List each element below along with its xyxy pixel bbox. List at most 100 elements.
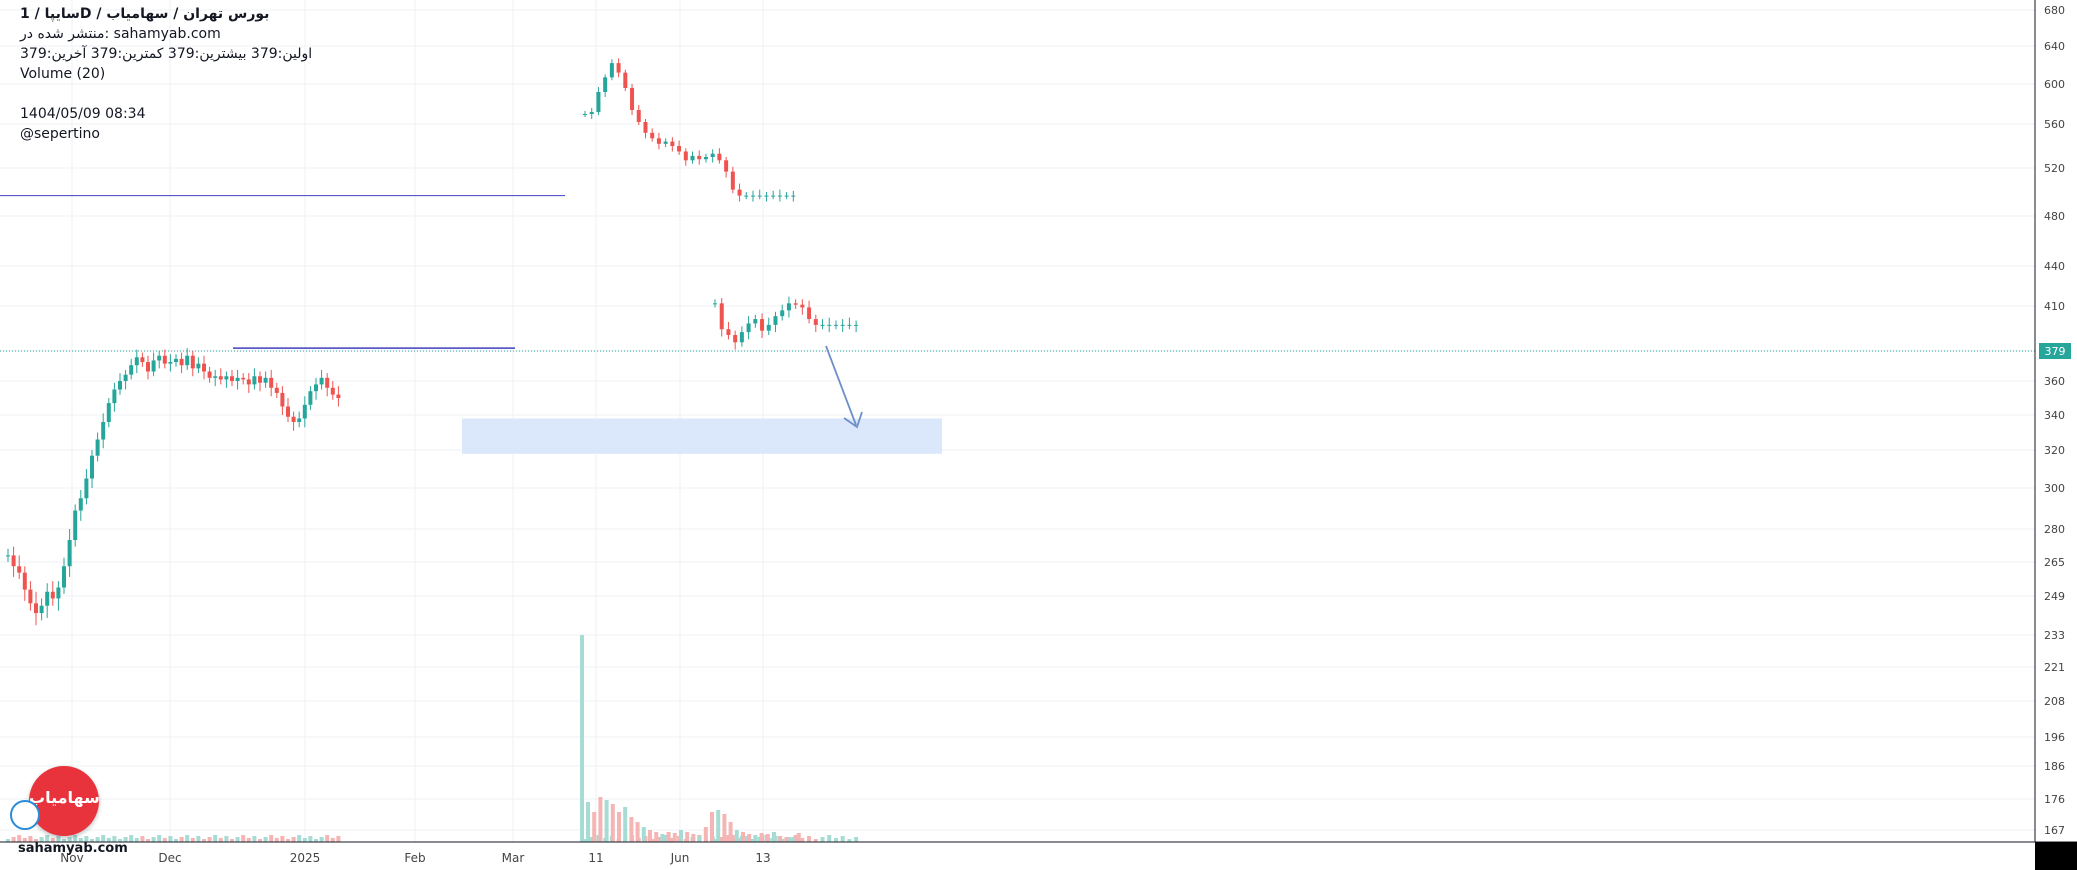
volume-bar <box>28 836 33 842</box>
candle-body <box>766 324 771 331</box>
volume-bar <box>101 835 106 842</box>
volume-bar <box>685 832 690 842</box>
candle-body <box>202 363 206 372</box>
candle-body <box>84 478 89 499</box>
candle-body <box>50 591 55 599</box>
volume-bar <box>697 836 702 842</box>
candle-body <box>589 112 594 114</box>
timestamp: 1404/05/09 08:34 <box>20 106 146 122</box>
volume-bar <box>623 807 628 842</box>
candle-body <box>813 319 818 325</box>
candle-body <box>733 335 738 343</box>
x-tick-label: Dec <box>158 851 181 865</box>
x-tick-label: Jun <box>670 851 690 865</box>
volume-bar <box>308 836 313 842</box>
volume-bar <box>679 830 683 842</box>
candle-body <box>157 355 162 361</box>
volume-bar <box>604 800 609 842</box>
volume-bar <box>592 812 597 842</box>
volume-bar <box>336 836 341 842</box>
volume-bar <box>252 836 257 842</box>
volume-bar <box>207 837 212 842</box>
candle-body <box>28 589 33 604</box>
volume-bar <box>168 836 173 842</box>
chart-title: سایپا / 1D / بورس تهران / سهامیاب <box>20 6 270 22</box>
logo-text: سهامیاب <box>29 788 100 807</box>
volume-bar <box>778 836 783 842</box>
volume-bar <box>6 839 10 842</box>
candle-body <box>623 72 628 88</box>
volume-bar <box>589 837 594 842</box>
y-tick-label: 280 <box>2044 523 2065 536</box>
volume-bar <box>703 827 708 842</box>
ohlc-readout: اولین:379 بیشترین:379 کمترین:379 آخرین:3… <box>20 46 313 62</box>
candle-body <box>252 376 257 385</box>
volume-bar <box>213 835 218 842</box>
volume-bar <box>586 802 590 842</box>
candle-body <box>690 155 695 161</box>
candle-body <box>162 355 167 364</box>
volume-bar <box>123 837 128 842</box>
volume-bar <box>45 835 50 842</box>
volume-bar <box>691 834 696 842</box>
volume-bar <box>319 837 324 842</box>
candle-body <box>73 510 78 540</box>
volume-bar <box>722 814 727 842</box>
volume-bar <box>617 812 621 842</box>
candle-body <box>95 439 100 456</box>
volume-bar <box>330 838 335 842</box>
candle-body <box>663 141 668 144</box>
volume-bar <box>833 838 838 842</box>
volume-bar <box>67 837 72 842</box>
x-tick-label: 2025 <box>290 851 321 865</box>
candle-body <box>717 153 722 161</box>
candle-body <box>840 324 845 326</box>
candle-body <box>274 387 279 393</box>
y-tick-label: 249 <box>2044 590 2065 603</box>
candle-body <box>67 540 72 567</box>
volume-bar <box>765 834 770 842</box>
volume-bar <box>728 822 733 842</box>
candle-body <box>314 384 318 392</box>
candle-body <box>784 195 789 197</box>
candle-body <box>45 591 50 606</box>
candle-body <box>280 392 285 407</box>
candle-body <box>764 195 769 197</box>
volume-bar <box>263 837 268 842</box>
y-tick-label: 360 <box>2044 375 2065 388</box>
volume-bar <box>793 835 798 842</box>
volume-bar <box>224 836 229 842</box>
y-tick-label: 265 <box>2044 556 2065 569</box>
volume-bar <box>807 836 812 842</box>
candle-body <box>713 303 717 305</box>
author-handle: @sepertino <box>20 126 100 142</box>
candle-body <box>140 357 145 363</box>
volume-bar <box>759 833 764 842</box>
volume-bar <box>672 833 677 842</box>
y-tick-label: 480 <box>2044 210 2065 223</box>
volume-indicator-label[interactable]: Volume (20) <box>20 66 106 82</box>
candle-body <box>168 362 173 364</box>
candle-body <box>630 88 635 110</box>
candle-body <box>106 403 111 422</box>
candle-body <box>308 391 313 405</box>
volume-bar <box>747 834 752 842</box>
candle-body <box>697 155 702 160</box>
volume-bar <box>39 837 44 842</box>
candle-body <box>90 455 94 479</box>
volume-bar <box>146 839 150 842</box>
candle-body <box>683 151 688 161</box>
candle-body <box>710 153 715 157</box>
candle-body <box>207 371 212 378</box>
volume-bar <box>716 810 721 842</box>
volume-bar <box>218 838 223 842</box>
candle-body <box>269 377 274 388</box>
candle-body <box>636 110 641 122</box>
candle-body <box>777 195 782 197</box>
candle-body <box>650 132 655 139</box>
volume-bar <box>719 837 724 842</box>
candle-body <box>719 303 724 330</box>
candle-body <box>583 114 587 115</box>
candle-body <box>196 363 201 369</box>
